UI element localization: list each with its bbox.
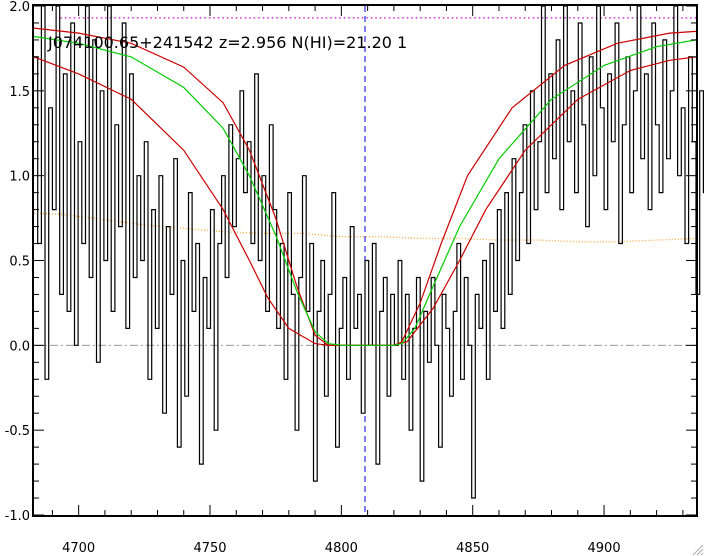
chart-title: J074100.65+241542 z=2.956 N(HI)=21.20 1 xyxy=(47,33,407,52)
resize-grip-icon[interactable] xyxy=(690,542,704,556)
plot-frame xyxy=(32,4,698,517)
y-tick-label: -1.0 xyxy=(5,509,30,524)
y-tick-label: 1.0 xyxy=(9,170,30,185)
x-tick-label: 4800 xyxy=(325,541,358,556)
x-tick-label: 4900 xyxy=(588,541,621,556)
y-tick-label: 1.5 xyxy=(9,85,30,100)
plot-lines xyxy=(33,5,704,515)
y-tick-label: 0.5 xyxy=(9,255,30,270)
y-tick-label: 2.0 xyxy=(9,0,30,15)
x-tick-label: 4850 xyxy=(456,541,489,556)
dla-profile-curve xyxy=(33,35,697,346)
x-tick-label: 4700 xyxy=(62,541,95,556)
x-tick-label: 4750 xyxy=(193,541,226,556)
axis-ticks: 4700 4750 4800 4850 4900 -1.0 -0.5 0.0 0.5 1.0 1.5… xyxy=(5,0,696,556)
flux-spectrum xyxy=(34,5,704,499)
y-tick-label: 0.0 xyxy=(9,339,30,354)
y-tick-label: -0.5 xyxy=(5,424,30,439)
